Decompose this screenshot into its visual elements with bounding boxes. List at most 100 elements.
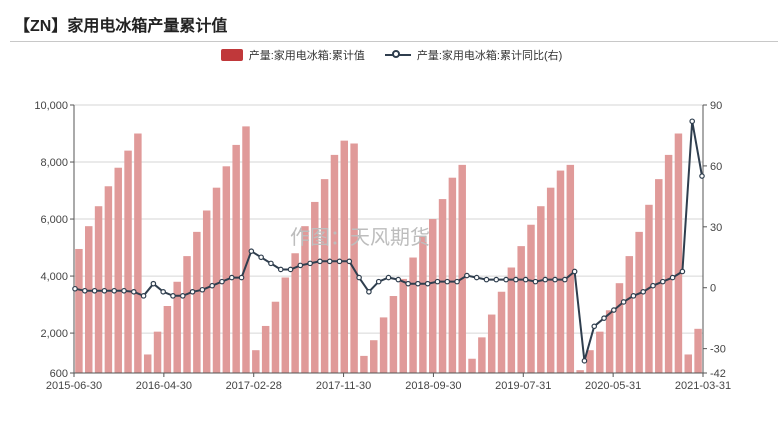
yoy-point <box>640 288 647 295</box>
bar-mark <box>576 370 584 373</box>
x-tick-label: 2017-02-28 <box>226 380 282 392</box>
bar-mark <box>242 126 250 373</box>
y-right-tick-label: -30 <box>710 344 726 356</box>
yoy-point <box>454 278 460 285</box>
bar-mark <box>438 199 447 373</box>
header-divider <box>10 41 778 42</box>
bar-mark <box>153 331 162 373</box>
yoy-point <box>669 274 676 281</box>
y-left-tick-label: 4,000 <box>40 271 68 283</box>
legend-item-line[interactable]: 产量:家用电冰箱:累计同比(右) <box>384 47 563 63</box>
bar-mark <box>360 355 368 373</box>
y-right-tick-label: 30 <box>710 222 722 234</box>
yoy-point <box>620 299 627 305</box>
bar-mark <box>586 350 594 373</box>
yoy-point <box>483 276 490 283</box>
y-left-tick-label: 2,000 <box>40 328 68 340</box>
bar-mark <box>527 224 535 373</box>
yoy-point <box>552 276 558 283</box>
yoy-point <box>356 274 362 281</box>
yoy-point <box>395 276 402 283</box>
watermark: 作图：天风期货 <box>290 225 430 249</box>
y-right-tick-label: 90 <box>710 100 722 112</box>
bar-mark <box>183 256 191 373</box>
yoy-point <box>522 276 529 283</box>
bar-mark <box>566 164 575 373</box>
yoy-point <box>199 286 206 293</box>
x-tick-label: 2017-11-30 <box>316 380 371 392</box>
yoy-point <box>434 278 441 285</box>
bar-mark <box>458 164 466 373</box>
yoy-point <box>513 276 519 283</box>
chart-legend: 产量:家用电冰箱:累计值 产量:家用电冰箱:累计同比(右) <box>0 46 783 64</box>
bar-mark <box>664 154 673 373</box>
yoy-point <box>81 287 88 294</box>
yoy-point <box>375 278 382 285</box>
yoy-point <box>140 293 147 299</box>
yoy-point <box>307 260 313 267</box>
yoy-point <box>209 282 215 289</box>
legend-line-label: 产量:家用电冰箱:累计同比(右) <box>416 50 563 62</box>
yoy-point <box>326 258 333 265</box>
yoy-point <box>238 274 245 281</box>
bar-mark <box>684 354 692 373</box>
bar-mark <box>389 296 398 373</box>
yoy-point <box>679 268 686 275</box>
bar-mark <box>694 328 702 373</box>
bar-mark <box>340 140 349 373</box>
yoy-point <box>591 323 598 330</box>
yoy-point <box>405 280 411 287</box>
bar-mark <box>311 201 319 373</box>
yoy-point <box>571 268 578 275</box>
bar-mark <box>173 281 181 373</box>
chart-title: 【ZN】家用电冰箱产量累计值 <box>14 18 228 35</box>
bar-mark <box>320 179 329 373</box>
bar-mark <box>419 236 427 373</box>
circle-marker-line-icon <box>384 49 411 61</box>
yoy-point <box>277 266 284 273</box>
bar-mark <box>468 358 476 373</box>
bar-mark <box>428 219 437 373</box>
bar-mark <box>202 210 211 373</box>
bar-mark <box>104 186 113 373</box>
x-tick-label: 2020-05-31 <box>585 380 641 392</box>
bar-mark <box>134 133 142 373</box>
yoy-point <box>297 262 304 269</box>
bar-mark <box>655 179 663 373</box>
yoy-point <box>660 278 666 285</box>
bar-mark <box>448 177 457 373</box>
yoy-point <box>385 274 392 281</box>
bar-mark <box>301 226 309 373</box>
bar-mark <box>497 291 506 373</box>
yoy-point <box>268 260 274 267</box>
bar-swatch-icon <box>220 49 243 61</box>
yoy-point <box>72 285 78 292</box>
yoy-point <box>650 282 656 289</box>
yoy-point <box>464 272 470 279</box>
yoy-point <box>258 254 264 261</box>
bar-mark <box>379 317 388 373</box>
bar-mark <box>517 246 525 373</box>
bar-mark <box>478 337 486 373</box>
bar-mark <box>409 257 417 373</box>
legend-item-bar[interactable]: 产量:家用电冰箱:累计值 <box>220 47 365 63</box>
yoy-point <box>346 258 353 265</box>
y-right-tick-label: 60 <box>710 161 722 173</box>
yoy-point <box>493 276 500 283</box>
y-left-tick-label: 600 <box>50 368 68 380</box>
yoy-point <box>630 293 637 299</box>
yoy-point <box>601 315 607 321</box>
bar-mark <box>163 306 172 373</box>
bar-mark <box>596 331 604 373</box>
bar-mark <box>487 314 496 373</box>
yoy-point <box>121 287 127 294</box>
bar-mark <box>271 301 280 373</box>
bar-mark <box>350 143 358 373</box>
bar-mark <box>114 167 122 373</box>
yoy-point <box>248 248 255 254</box>
bar-mark <box>252 350 260 373</box>
yoy-point <box>366 288 372 295</box>
bar-mark <box>556 170 565 373</box>
bar-mark <box>85 226 93 373</box>
yoy-point <box>189 288 196 295</box>
